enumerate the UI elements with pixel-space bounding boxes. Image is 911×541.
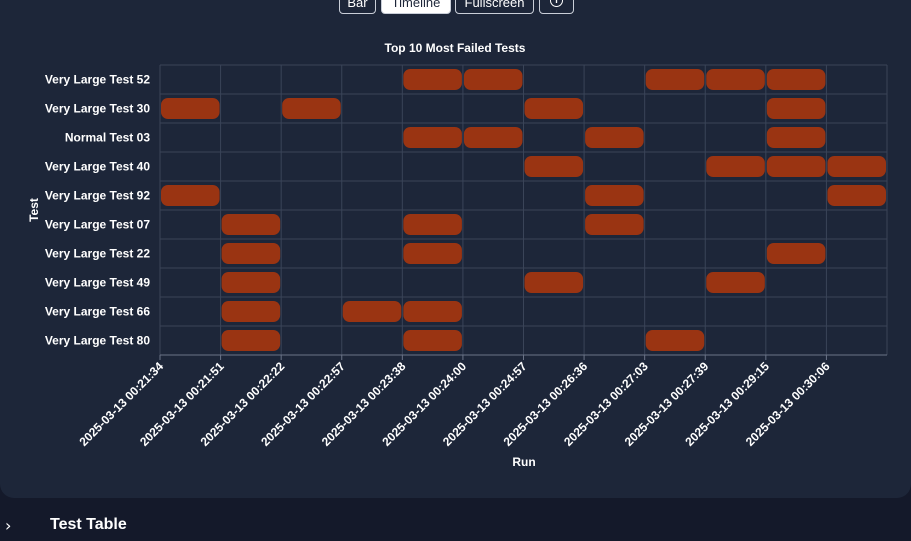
- failure-cell[interactable]: [403, 243, 462, 264]
- info-button[interactable]: i: [539, 0, 574, 14]
- failure-cell[interactable]: [827, 156, 886, 177]
- failure-cell[interactable]: [645, 69, 705, 90]
- failure-cell[interactable]: [766, 156, 826, 177]
- grid-lines: [159, 64, 888, 360]
- y-tick-label: Normal Test 03: [65, 131, 150, 145]
- failure-cell[interactable]: [827, 185, 886, 206]
- y-tick-labels: Very Large Test 52 Very Large Test 30 Norm…: [45, 73, 150, 348]
- failure-cell[interactable]: [161, 98, 220, 119]
- y-tick-label: Very Large Test 80: [45, 334, 150, 348]
- view-toolbar: Bar Timeline Fullscreen i: [0, 0, 911, 18]
- failure-timeline-chart: Top 10 Most Failed Tests Very Large Test…: [27, 41, 888, 469]
- y-axis-label: Test: [27, 198, 41, 222]
- y-tick-label: Very Large Test 52: [45, 73, 150, 87]
- failure-cell[interactable]: [585, 214, 644, 235]
- failure-cell[interactable]: [706, 272, 765, 293]
- y-tick-label: Very Large Test 92: [45, 189, 150, 203]
- failure-cell[interactable]: [463, 127, 523, 148]
- failure-cells: [161, 69, 886, 351]
- section-title: Test Table: [50, 516, 127, 533]
- failure-cell[interactable]: [524, 98, 584, 119]
- failure-cell[interactable]: [161, 185, 220, 206]
- x-axis-label: Run: [512, 455, 535, 469]
- failure-cell[interactable]: [221, 301, 281, 322]
- failure-cell[interactable]: [342, 301, 402, 322]
- failure-cell[interactable]: [706, 69, 765, 90]
- y-tick-label: Very Large Test 40: [45, 160, 150, 174]
- y-tick-label: Very Large Test 30: [45, 102, 150, 116]
- failure-cell[interactable]: [221, 243, 281, 264]
- failure-cell[interactable]: [403, 69, 462, 90]
- test-table-section-header[interactable]: › Test Table: [0, 510, 911, 540]
- failure-cell[interactable]: [403, 301, 462, 322]
- chart-title: Top 10 Most Failed Tests: [385, 41, 526, 55]
- failure-cell[interactable]: [524, 272, 584, 293]
- failure-cell[interactable]: [221, 272, 281, 293]
- y-tick-label: Very Large Test 07: [45, 218, 150, 232]
- failure-cell[interactable]: [585, 127, 644, 148]
- failure-cell[interactable]: [282, 98, 341, 119]
- y-tick-label: Very Large Test 22: [45, 247, 150, 261]
- failure-cell[interactable]: [645, 330, 705, 351]
- bar-view-button[interactable]: Bar: [339, 0, 376, 14]
- failure-cell[interactable]: [463, 69, 523, 90]
- failure-cell[interactable]: [403, 330, 462, 351]
- failure-cell[interactable]: [524, 156, 584, 177]
- failure-cell[interactable]: [403, 127, 462, 148]
- failure-cell[interactable]: [221, 214, 281, 235]
- timeline-view-button[interactable]: Timeline: [381, 0, 451, 14]
- failure-cell[interactable]: [585, 185, 644, 206]
- chevron-right-icon[interactable]: ›: [5, 516, 12, 535]
- y-tick-label: Very Large Test 66: [45, 305, 150, 319]
- failure-cell[interactable]: [403, 214, 462, 235]
- y-tick-label: Very Large Test 49: [45, 276, 150, 290]
- failure-cell[interactable]: [221, 330, 281, 351]
- fullscreen-button[interactable]: Fullscreen: [455, 0, 534, 14]
- failure-cell[interactable]: [706, 156, 765, 177]
- failure-cell[interactable]: [766, 69, 826, 90]
- failure-cell[interactable]: [766, 127, 826, 148]
- failure-cell[interactable]: [766, 243, 826, 264]
- failure-cell[interactable]: [766, 98, 826, 119]
